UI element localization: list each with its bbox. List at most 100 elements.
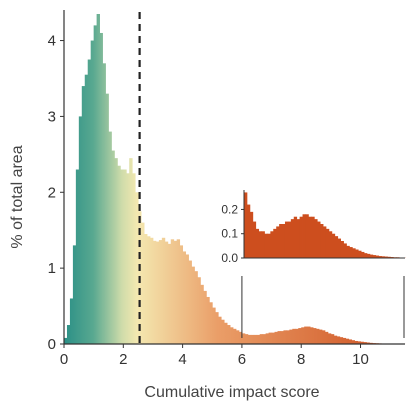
inset-bar [358,250,362,258]
distribution-bar [167,243,172,344]
distribution-bar [319,329,323,344]
inset-bar [384,256,388,258]
distribution-bar [289,329,293,344]
inset-bar [258,231,262,258]
distribution-bar [111,150,115,344]
inset-bar [320,224,324,258]
distribution-bar [259,334,264,344]
inset-bar [355,249,359,258]
y-tick-label: 1 [48,260,56,277]
inset-bar [364,253,368,258]
distribution-bar [161,237,166,344]
distribution-bar [277,331,281,344]
inset-bar [334,236,339,258]
distribution-bar [173,240,178,344]
distribution-bar [348,339,353,344]
inset-y-axis-ticks: 0.0 0.1 0.2 [221,202,244,265]
distribution-bar [212,307,216,344]
inset-bar [293,216,298,258]
inset-bar [323,226,327,258]
distribution-bar [164,241,169,344]
main-plot: 0 1 2 3 4 0 2 4 6 8 10 [48,10,406,368]
distribution-bar [158,240,163,344]
x-tick-label: 10 [352,351,369,368]
inset-bar [311,216,315,258]
distribution-bar [132,173,136,344]
x-tick-label: 8 [297,351,305,368]
inset-bar [296,219,301,258]
distribution-bar [366,342,370,344]
y-axis-title: % of total area [9,145,26,248]
x-tick-label: 6 [238,351,246,368]
inset-bar [314,219,318,258]
distribution-bar [265,333,269,344]
distribution-bar [324,331,329,344]
distribution-bar [333,335,338,344]
distribution-bar [191,266,195,344]
inset-bar [279,224,283,258]
distribution-bar [336,336,341,344]
inset-bar [270,231,274,258]
y-tick-label: 2 [48,184,56,201]
distribution-bar [218,316,222,344]
distribution-bar [117,165,121,344]
distribution-bar [230,327,234,344]
inset-bar [308,216,312,258]
inset-bar [369,254,374,258]
distribution-bar [87,59,92,345]
distribution-bar [313,328,317,344]
inset-bar [328,231,333,258]
distribution-bar [96,14,100,344]
distribution-bar [188,260,192,344]
y-tick-label: 0 [48,336,56,353]
inset-plot: 0.0 0.1 0.2 [221,190,406,338]
distribution-bar [152,240,157,344]
y-tick-label: 3 [48,108,56,125]
distribution-bar [93,25,98,344]
inset-bar [290,219,295,258]
distribution-bar [135,192,139,344]
distribution-bar [120,169,124,344]
distribution-bar [262,334,267,344]
distribution-bar [129,158,133,344]
distribution-bar [253,334,258,344]
distribution-bar [268,332,272,344]
inset-y-tick-label: 0.1 [221,227,238,241]
x-axis-ticks: 0 2 4 6 8 10 [60,344,369,368]
distribution-bar [363,342,367,344]
distribution-bar [274,331,278,344]
inset-bar [325,228,330,258]
distribution-bar [209,302,213,344]
distribution-bar [247,334,252,344]
distribution-bar [105,93,109,344]
distribution-bar [345,338,350,344]
distribution-bar [327,333,332,344]
inset-y-tick-label: 0.2 [221,202,238,216]
inset-bar [366,253,371,258]
distribution-bar [224,322,228,344]
distribution-bar [250,334,255,344]
distribution-bar [354,340,358,344]
distribution-bar [197,277,201,344]
distribution-bar [280,331,284,344]
distribution-bar [81,86,86,344]
distribution-bar [102,63,106,345]
distribution-bar [301,327,305,344]
distribution-bar [271,332,275,344]
inset-bar [264,233,268,258]
distribution-bar [360,341,364,344]
inset-bar [378,256,382,258]
distribution-bar [227,325,231,344]
distribution-bar [90,40,95,345]
distribution-bar [179,245,184,344]
distribution-bar [330,334,335,344]
distribution-bar [292,328,296,344]
inset-bar [261,231,265,258]
distribution-bar [126,173,130,344]
inset-bar [252,221,257,258]
distribution-bar [64,337,68,344]
inset-bar [255,228,260,258]
y-axis-ticks: 0 1 2 3 4 [48,33,64,353]
inset-bar [381,256,385,258]
